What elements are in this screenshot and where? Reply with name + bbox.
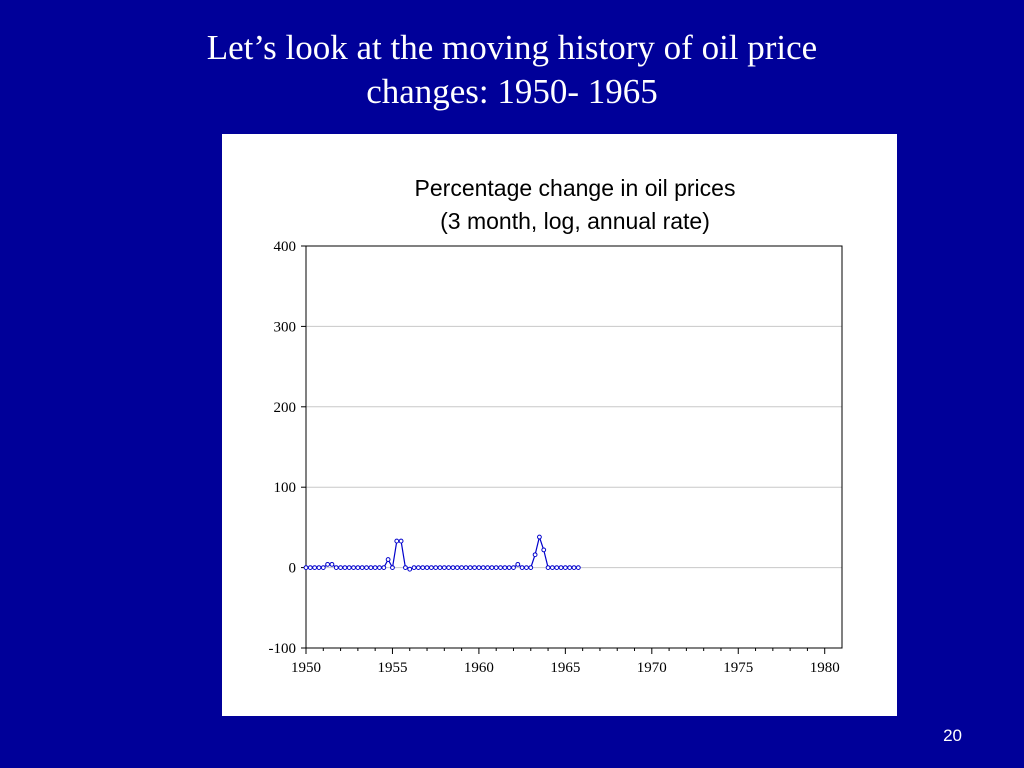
data-point (571, 565, 577, 571)
data-point (459, 565, 465, 571)
data-point (450, 565, 456, 571)
y-tick-label: 0 (289, 561, 297, 577)
data-point (329, 561, 335, 567)
slide-title-line-1: Let’s look at the moving history of oil … (206, 28, 818, 67)
data-point (524, 565, 529, 571)
data-point (433, 565, 439, 571)
data-point (493, 565, 499, 571)
series-line (306, 534, 579, 570)
x-tick-label: 1955 (377, 660, 407, 676)
data-point (472, 565, 477, 571)
data-point (303, 565, 309, 571)
data-point (545, 565, 551, 571)
data-point (528, 565, 534, 571)
data-point (359, 565, 365, 571)
data-point (368, 565, 374, 571)
data-point (398, 538, 404, 544)
data-point (502, 565, 508, 571)
chart-title-line-2: (3 month, log, annual rate) (440, 208, 710, 234)
x-tick-label: 1975 (723, 660, 753, 676)
data-point (351, 565, 356, 571)
data-point (415, 565, 421, 571)
data-point (342, 565, 348, 571)
data-point (364, 565, 369, 571)
y-tick-label: 400 (274, 239, 297, 255)
data-point (454, 565, 460, 571)
data-point (424, 565, 430, 571)
data-point (320, 565, 326, 571)
data-point (441, 565, 447, 571)
chart-panel: Percentage change in oil prices (3 month… (222, 134, 897, 716)
data-point (480, 565, 486, 571)
plot-area-frame (305, 245, 843, 649)
data-point (411, 565, 417, 571)
data-point (549, 565, 555, 571)
data-point (562, 565, 568, 571)
data-point (506, 565, 512, 571)
x-tick-label: 1965 (550, 660, 580, 676)
data-point (463, 565, 469, 571)
series-oil-price-change (303, 534, 581, 572)
x-tick-label: 1960 (464, 660, 494, 676)
data-point (567, 565, 573, 571)
data-point (476, 565, 482, 571)
data-point (377, 565, 382, 571)
data-point (498, 565, 503, 571)
data-point (407, 566, 413, 572)
chart-title-line-1: Percentage change in oil prices (415, 175, 736, 201)
data-point (515, 561, 521, 567)
data-point (537, 534, 542, 540)
y-tick-label: -100 (269, 641, 297, 657)
axes: -100 0 100 200 300 400 1950 1955 1960 1965 1970 197… (269, 239, 840, 676)
data-point (346, 565, 352, 571)
data-point (420, 565, 426, 571)
data-point (558, 565, 564, 571)
data-point (519, 565, 525, 571)
data-point (312, 565, 318, 571)
y-tick-label: 300 (274, 319, 297, 335)
data-point (403, 565, 408, 571)
data-point (372, 565, 378, 571)
data-point (316, 565, 322, 571)
y-tick-label: 100 (274, 480, 297, 496)
data-point (485, 565, 490, 571)
data-point (333, 565, 339, 571)
x-tick-label: 1980 (810, 660, 840, 676)
data-point (355, 565, 361, 571)
data-point (511, 565, 516, 571)
data-point (489, 565, 495, 571)
data-point (338, 565, 343, 571)
data-point (554, 565, 560, 571)
slide-title-line-2: changes: 1950- 1965 (366, 72, 658, 111)
data-point (532, 552, 538, 558)
x-tick-label: 1970 (637, 660, 667, 676)
data-point (307, 565, 313, 571)
data-point (394, 538, 400, 544)
data-point (437, 565, 443, 571)
data-point (575, 565, 581, 571)
data-point (325, 561, 331, 567)
data-point (428, 565, 434, 571)
data-point (390, 565, 395, 571)
data-point (381, 565, 387, 571)
data-point (446, 565, 452, 571)
line-chart: Percentage change in oil prices (3 month… (269, 175, 843, 676)
grid-lines (306, 325, 842, 569)
data-point (385, 557, 391, 562)
page-number: 20 (943, 726, 962, 745)
data-point (467, 565, 473, 571)
x-tick-label: 1950 (291, 660, 321, 676)
y-tick-label: 200 (274, 400, 297, 416)
slide-title: Let’s look at the moving history of oil … (0, 26, 1024, 114)
data-point (541, 547, 547, 553)
